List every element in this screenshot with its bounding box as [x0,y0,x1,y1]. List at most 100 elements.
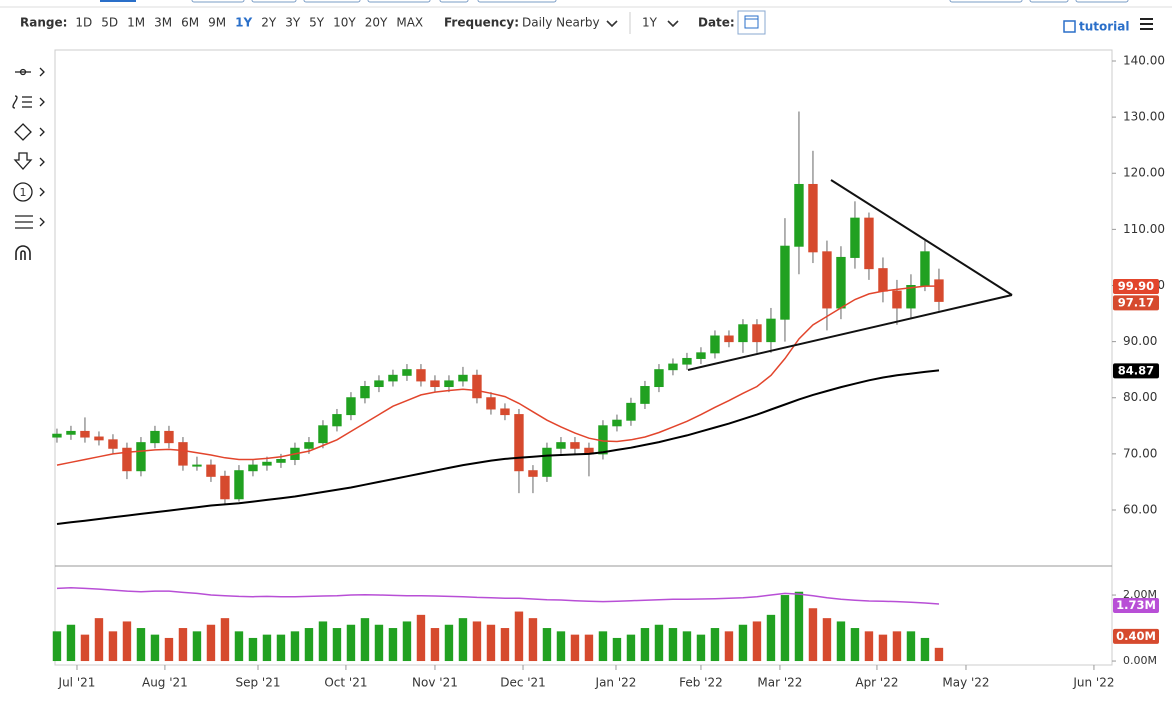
range-button[interactable]: 3M [154,16,172,30]
candle-body [192,464,202,467]
volume-bar [108,631,118,662]
volume-bar [178,628,188,662]
volume-bar [752,621,762,662]
volume-bar [402,621,412,662]
candle-body [178,442,188,466]
range-button[interactable]: 1D [75,16,92,30]
volume-bar [332,628,342,662]
dropdown-arrow [667,20,679,28]
y-tick-label: 70.00 [1123,446,1157,460]
candle-body [318,425,328,444]
candle-body [640,386,650,404]
candle-body [808,183,818,253]
range-button[interactable]: 5Y [309,16,325,30]
candle-body [472,374,482,399]
volume-bar [682,631,692,662]
x-tick-label: Jun '22 [1072,676,1114,690]
volume-bar [136,628,146,662]
volume-bar [556,631,566,662]
range-button[interactable]: 5D [101,16,118,30]
volume-bar [472,621,482,662]
range-button[interactable]: 1M [127,16,145,30]
volume-bar [514,611,524,662]
range-button[interactable]: 1Y [235,16,252,30]
candle-body [220,475,230,500]
range-button[interactable]: 20Y [365,16,388,30]
candle-body [850,217,860,258]
volume-bar [654,624,664,662]
candle-body [94,436,104,441]
volume-bar [710,628,720,662]
range-button[interactable]: 2Y [261,16,277,30]
candle-body [892,290,902,309]
menu-button[interactable] [1140,18,1153,30]
volume-bar [374,624,384,662]
volume-bar [416,614,426,662]
toolbar: Range: Frequency: Daily Nearby 1Y Date: … [20,10,1153,35]
candle-body [864,217,874,270]
frequency-select[interactable]: Daily Nearby [522,16,600,30]
tutorial-link[interactable]: tutorial [1079,20,1130,34]
volume-bar [430,628,440,662]
volume-bar [304,628,314,662]
candle-body [766,318,776,343]
volume-bar [612,637,622,662]
candle-body [66,430,76,435]
volume-bar [220,618,230,662]
volume-bar [696,634,706,662]
candle-body [150,430,160,444]
candle-body [878,268,888,292]
volume-bar [640,628,650,662]
range-button[interactable]: MAX [396,16,423,30]
range-button[interactable]: 6M [181,16,199,30]
volume-bar [94,618,104,662]
volume-bar [836,621,846,662]
trend-lines [687,179,1013,371]
volume-bar [808,608,818,662]
volume-bar [920,637,930,662]
volume-bar [360,618,370,662]
candle-body [304,442,314,449]
value-badge-label: 0.40M [1116,629,1156,643]
candle-body [444,380,454,388]
volume-bar [388,628,398,662]
moving-average [56,369,940,525]
volume-bar [66,624,76,662]
volume-bar [794,591,804,662]
range-button[interactable]: 10Y [333,16,356,30]
candle-body [668,363,678,371]
candle-body [80,430,90,438]
drawing-tools[interactable] [12,67,45,260]
candle-body [626,402,636,421]
candle-body [570,442,580,449]
y-tick-label: 90.00 [1123,334,1157,348]
candle-body [836,256,846,309]
x-tick-label: Feb '22 [679,676,723,690]
candle-body [374,380,384,388]
value-badge [1113,597,1159,613]
candle-body [332,414,342,427]
candle-body [248,464,258,472]
candle-body [822,251,832,309]
candle-body [52,433,62,438]
x-tick-label: Nov '21 [412,676,458,690]
value-badge-label: 97.17 [1118,295,1154,309]
volume-bar [458,618,468,662]
candle-body [346,397,356,416]
range-button[interactable]: 9M [208,16,226,30]
volume-bar [724,631,734,662]
value-badge [1113,363,1159,379]
candle-body [696,352,706,359]
volume-bar [542,628,552,662]
candle-body [710,335,720,354]
calendar-button[interactable] [737,10,766,35]
volume-bar [234,631,244,662]
volume-bar [80,634,90,662]
moving-average [56,285,939,466]
active-tab [100,0,136,2]
range-button[interactable]: 3Y [285,16,301,30]
y-tick-label: 140.00 [1123,54,1165,68]
candle-body [136,442,146,472]
period-select[interactable]: 1Y [642,16,658,30]
